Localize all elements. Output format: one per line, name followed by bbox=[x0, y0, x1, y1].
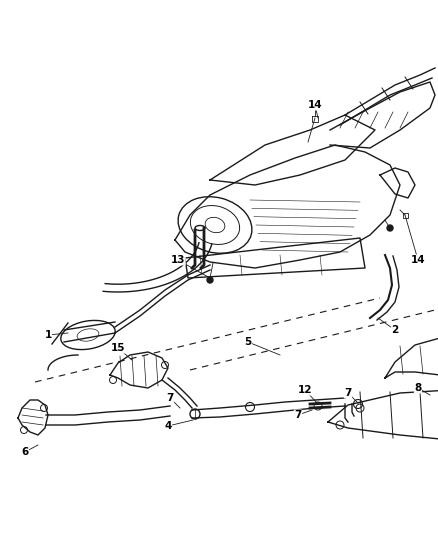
Text: 5: 5 bbox=[244, 337, 251, 347]
Text: 12: 12 bbox=[298, 385, 312, 395]
Text: 2: 2 bbox=[392, 325, 399, 335]
Text: 14: 14 bbox=[307, 100, 322, 110]
Text: 7: 7 bbox=[294, 410, 302, 420]
Text: 14: 14 bbox=[411, 255, 425, 265]
Text: 4: 4 bbox=[164, 421, 172, 431]
Text: 7: 7 bbox=[344, 388, 352, 398]
Circle shape bbox=[207, 277, 213, 283]
Circle shape bbox=[387, 225, 393, 231]
Text: 6: 6 bbox=[21, 447, 28, 457]
Text: 15: 15 bbox=[111, 343, 125, 353]
Text: 8: 8 bbox=[414, 383, 422, 393]
Text: 13: 13 bbox=[171, 255, 185, 265]
Text: 7: 7 bbox=[166, 393, 174, 403]
Text: 1: 1 bbox=[44, 330, 52, 340]
